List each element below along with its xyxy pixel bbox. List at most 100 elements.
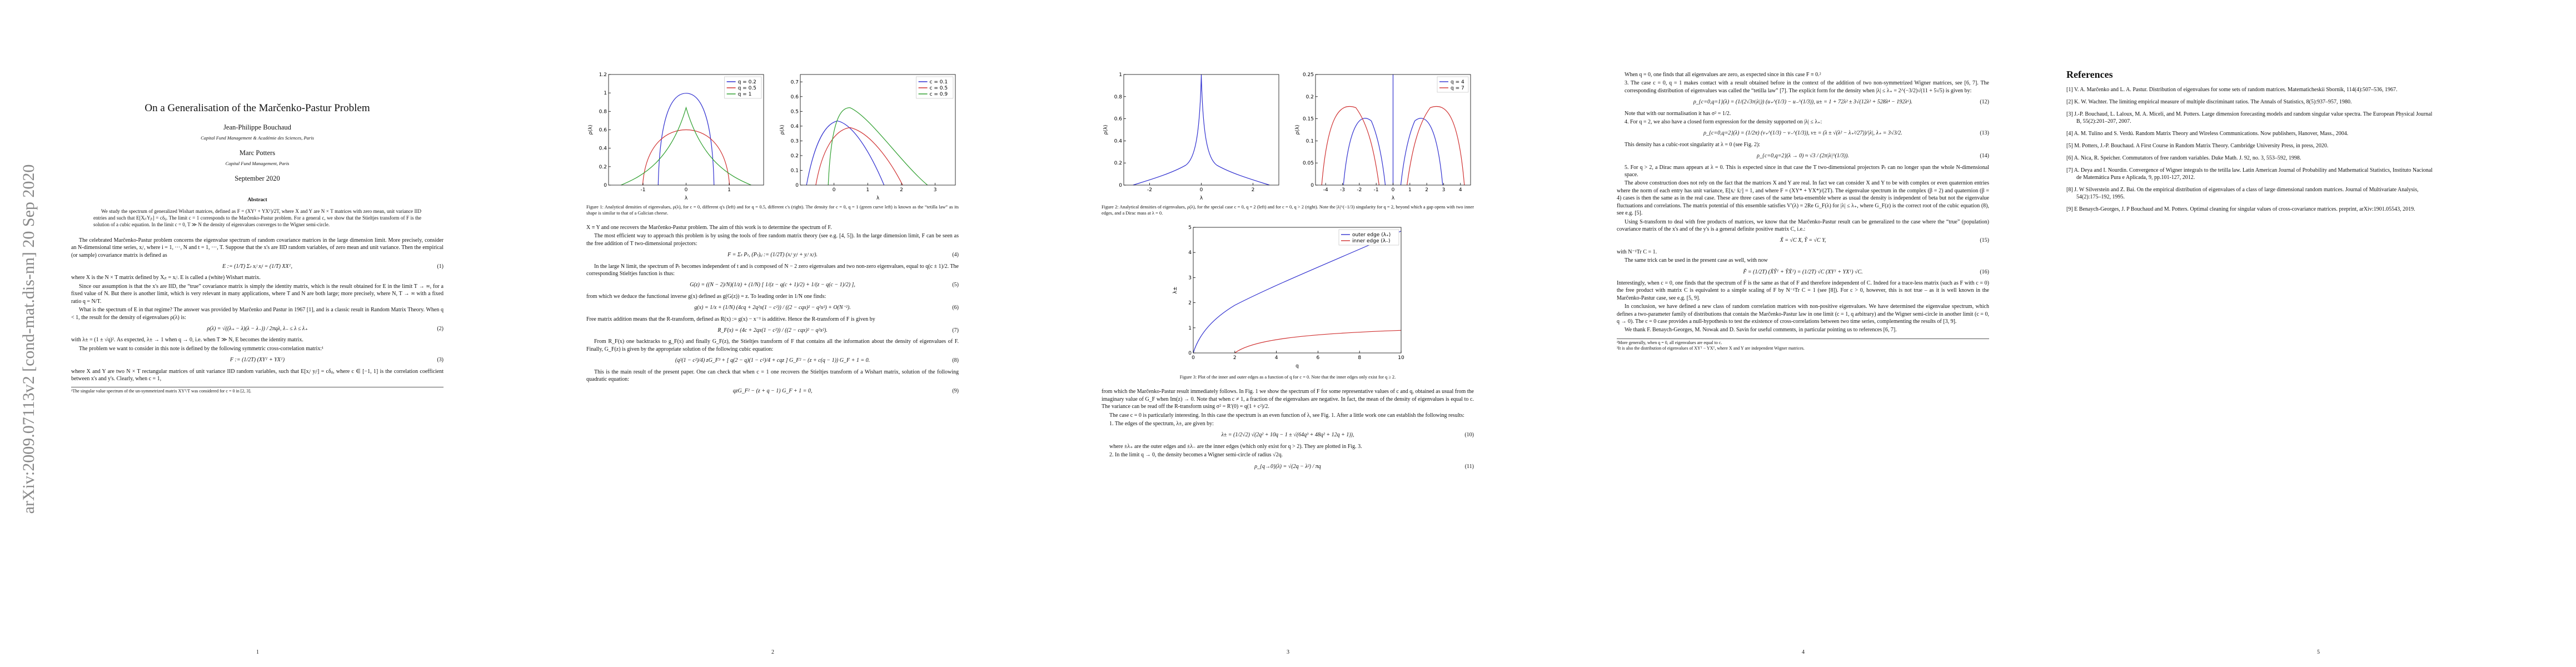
page-1: On a Generalisation of the Marčenko-Past…: [0, 0, 515, 667]
equation-text: R_F(x) = (4c + 2qx(1 − c²)) / ((2 − cqx)…: [718, 327, 828, 334]
equation: F̃ = (1/2T) (X̃Ỹᵀ + ỸX̃ᵀ) = (1/2T) √C (X…: [1617, 268, 1989, 276]
equation-number: (13): [1980, 130, 1989, 137]
legend-label: q = 7: [1451, 86, 1464, 91]
y-tick-label: 0: [1188, 351, 1192, 356]
legend-box: [1437, 76, 1469, 93]
x-tick-label: 4: [1459, 187, 1462, 193]
figure-panel: 0 1 2 300.10.20.30.40.50.60.7λρ(λ)c = 0.1c …: [780, 74, 956, 201]
figure-panel: -2 0 2 0 0.2 0.4 0.6 0.8 1 λ ρ(λ): [1103, 72, 1279, 201]
page-number: 1: [256, 649, 259, 655]
reference: [7] A. Deya and I. Nourdin. Convergence …: [2066, 167, 2433, 181]
curve: [1401, 118, 1442, 185]
page-number: 3: [1287, 649, 1289, 655]
equation: g(x) = 1/x + (1/N) (4cq + 2q²x(1 − c²)) …: [586, 304, 959, 311]
equation-number: (7): [952, 327, 959, 334]
page-2: -1 0 1 0 0.2 0.4 0.6 0.8 1 1.2 λ ρ(λ) q = 0.2 q = 0.5…: [515, 0, 1030, 667]
paragraph: X ≡ Y and one recovers the Marčenko-Past…: [586, 225, 832, 231]
y-tick-label: 2: [1188, 301, 1192, 306]
plot-area: [806, 108, 928, 185]
equation-number: (9): [952, 387, 959, 394]
x-tick-label: 2: [1233, 355, 1237, 361]
figure-panel: 0 2 4 6 8 10 0 1 2 3 4 5 q λ± outer edge (λ₊)inner edg…: [1173, 225, 1404, 369]
equation: λ± = (1/2√2) √(2q² + 10q − 1 ± √(64q³ + …: [1102, 431, 1474, 439]
x-tick-label: 4: [1275, 355, 1278, 361]
y-tick-label: 0: [1311, 183, 1314, 188]
curve: [1322, 106, 1379, 185]
y-tick-label: 0.2: [791, 153, 799, 159]
legend-label: outer edge (λ₊): [1352, 232, 1391, 238]
y-tick-label: 0.2: [599, 165, 607, 170]
x-tick-label: -1: [1374, 187, 1379, 193]
reference: [4] A. M. Tulino and S. Verdú. Random Ma…: [2066, 131, 2349, 137]
y-axis-label: ρ(λ): [1295, 125, 1301, 135]
y-tick-label: 5: [1188, 225, 1192, 231]
equation-number: (4): [952, 252, 959, 258]
legend-box: [1338, 229, 1399, 246]
equation-number: (8): [952, 357, 959, 364]
equation-number: (5): [952, 282, 959, 288]
list-item: 3. The case c = 0, q = 1 makes contact w…: [1625, 80, 1989, 94]
x-tick-label: 10: [1398, 355, 1404, 361]
equation-text: ρ_{c=0,q=2}(λ) = (1/2π) (v₊^(1/3) − v₋^(…: [1703, 130, 1902, 137]
equation-text: ρ(λ) = √((λ₊ − λ)(λ − λ₋)) / 2πqλ, λ₋ ≤ …: [207, 325, 308, 332]
list-item: 4. For q = 2, we also have a closed form…: [1625, 119, 1822, 126]
axes-frame: [800, 74, 956, 186]
y-tick-label: 0.1: [1306, 138, 1314, 144]
paragraph: In the large N limit, the spectrum of Pₜ…: [586, 263, 959, 277]
equation-text: ρ_{q→0}(λ) = √(2q − λ²) / πq: [1254, 463, 1321, 470]
legend-label: c = 0.5: [930, 86, 948, 91]
paragraph: Interestingly, when c = 0, one finds tha…: [1617, 280, 1989, 301]
y-tick-label: 0.8: [1114, 94, 1123, 100]
figure: -1 0 1 0 0.2 0.4 0.6 0.8 1 1.2 λ ρ(λ) q = 0.2 q = 0.5…: [586, 71, 959, 202]
legend-label: q = 4: [1451, 79, 1464, 85]
abstract: We study the spectrum of generalized Wis…: [93, 208, 421, 227]
y-tick-label: 1: [604, 91, 607, 96]
x-tick-label: 0: [685, 187, 688, 193]
legend-label: q = 0.2: [738, 79, 756, 85]
x-tick-label: 3: [1442, 187, 1446, 193]
paragraph: Note that with our normalisation it has …: [1625, 110, 1731, 117]
x-tick-label: 8: [1358, 355, 1361, 361]
y-tick-label: 0.1: [791, 168, 799, 173]
equation: qzG_F² − (z + q − 1) G_F + 1 = 0, (9): [586, 387, 959, 395]
equation-text: g(x) = 1/x + (1/N) (4cq + 2q²x(1 − c²)) …: [694, 305, 851, 311]
y-tick-label: 0.6: [791, 94, 799, 100]
equation-text: (q²(1 − c²)/4) zG_F³ + [ q(2 − q)(1 − c²…: [675, 357, 870, 364]
y-tick-label: 3: [1188, 275, 1192, 281]
y-tick-label: 0.2: [1114, 161, 1122, 166]
paragraph: from which we deduce the functional inve…: [586, 293, 826, 300]
paragraph: where X is the N × T matrix defined by X…: [71, 275, 261, 281]
paragraph: What is the spectrum of E in that regime…: [71, 307, 444, 321]
curve: [642, 130, 729, 186]
equation-number: (14): [1980, 153, 1989, 160]
x-tick-label: -3: [1340, 187, 1345, 193]
page-5: References [1] V. A. Marčenko and L. A. …: [2061, 0, 2576, 667]
footnote: ¹The singular value spectrum of the un-s…: [71, 387, 444, 395]
equation-number: (6): [952, 305, 959, 311]
curve: [1343, 118, 1385, 185]
page-number: 4: [1802, 649, 1805, 655]
x-tick-label: 1: [728, 187, 731, 193]
plot-area: [621, 93, 751, 185]
figure-caption: Figure 1: Analytical densities of eigenv…: [586, 205, 959, 216]
figure: -2 0 2 0 0.2 0.4 0.6 0.8 1 λ ρ(λ) -4 -3 -2 -1 0 1 2 3 4 0 0.…: [1102, 71, 1474, 202]
curve: [1133, 74, 1270, 185]
x-tick-label: 0: [1392, 187, 1395, 193]
equation-number: (15): [1980, 237, 1989, 244]
plot-area: [1322, 74, 1464, 185]
paragraph: Since our assumption is that the x's are…: [71, 283, 444, 305]
figure: 0 2 4 6 8 10 0 1 2 3 4 5 q λ± outer edge (λ₊) inner edg…: [1102, 224, 1474, 372]
y-tick-label: 0.6: [1114, 117, 1123, 122]
date: September 2020: [235, 175, 280, 183]
curve: [1235, 330, 1401, 353]
y-tick-label: 0.4: [791, 124, 799, 130]
y-axis-label: ρ(λ): [1103, 125, 1109, 135]
x-tick-label: 2: [900, 187, 903, 193]
y-tick-label: 0: [1119, 183, 1122, 188]
reference: [9] E Benaych-Georges, J. P Bouchaud and…: [2066, 206, 2415, 213]
equation: R_F(x) = (4c + 2qx(1 − c²)) / ((2 − cqx)…: [586, 327, 959, 334]
x-axis-label: λ: [685, 196, 688, 201]
curve: [806, 121, 884, 185]
legend-label: q = 1: [738, 92, 752, 97]
